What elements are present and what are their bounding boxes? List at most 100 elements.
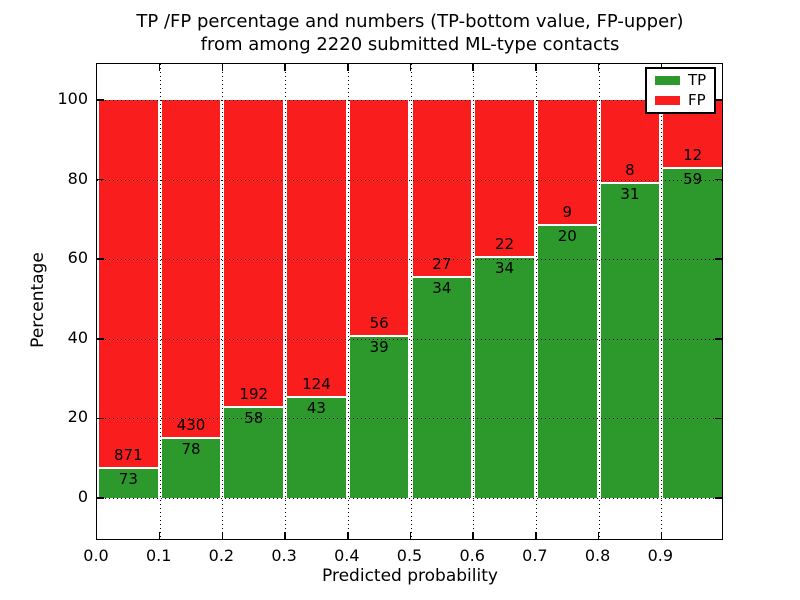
tp-count-label: 43 <box>306 398 326 417</box>
bar-segment-fp <box>287 100 346 396</box>
tp-count-label: 34 <box>494 259 515 278</box>
h-gridline <box>97 498 722 499</box>
x-tick-mark <box>409 532 412 539</box>
x-tick-mark <box>472 64 474 71</box>
x-tick-label: 0.2 <box>208 546 235 565</box>
bar-segment-fp <box>537 100 597 224</box>
v-gridline <box>535 64 537 539</box>
bar-segment-fp <box>475 100 534 257</box>
x-tick-mark <box>158 64 161 71</box>
y-tick-mark <box>715 417 722 420</box>
y-tick-label: 60 <box>67 248 88 268</box>
y-tick-mark <box>97 99 104 101</box>
v-gridline <box>473 64 475 539</box>
x-tick-mark <box>472 532 474 539</box>
chart-title: TP /FP percentage and numbers (TP-bottom… <box>10 10 800 56</box>
plot-area: 871 73 430 78 192 58 124 43 56 39 27 34 22 34 9 20 8 31 12… <box>96 63 723 540</box>
legend-label-tp: TP <box>688 71 707 89</box>
x-tick-mark <box>158 532 161 539</box>
fp-count-label: 22 <box>494 235 515 254</box>
v-gridline <box>222 64 224 539</box>
tp-count-label: 31 <box>620 184 640 203</box>
x-tick-label: 0.7 <box>522 546 548 565</box>
h-gridline <box>97 338 722 340</box>
y-tick-mark <box>715 178 722 181</box>
bar-segment-fp <box>161 100 221 437</box>
h-gridline <box>97 179 722 181</box>
tp-count-label: 34 <box>432 279 452 298</box>
y-tick-mark <box>97 178 104 181</box>
x-tick-mark <box>221 532 224 539</box>
bar-segment-tp <box>287 395 346 498</box>
y-tick-mark <box>715 258 722 260</box>
v-gridline <box>285 64 287 539</box>
fp-count-label: 27 <box>432 255 452 274</box>
x-tick-mark <box>535 64 537 71</box>
chart-title-line2: from among 2220 submitted ML-type contac… <box>200 34 620 55</box>
bar-segment-tp <box>475 256 534 498</box>
x-tick-mark <box>221 64 224 71</box>
x-tick-mark <box>284 532 286 539</box>
tp-count-label: 58 <box>244 408 264 427</box>
y-tick-mark <box>715 338 722 340</box>
bar-segment-tp <box>537 223 597 498</box>
x-tick-mark <box>409 64 412 71</box>
x-tick-mark <box>284 64 286 71</box>
x-tick-mark <box>660 532 663 539</box>
legend-entry-tp: TP <box>655 73 706 88</box>
fp-count-label: 192 <box>239 384 269 403</box>
x-tick-label: 0.6 <box>459 546 485 565</box>
h-gridline <box>97 259 722 261</box>
x-tick-mark <box>535 532 537 539</box>
bar-segment-fp <box>349 100 409 335</box>
x-tick-label: 0.3 <box>271 546 297 565</box>
bar-segment-tp <box>663 167 722 498</box>
y-tick-mark <box>715 497 722 499</box>
x-tick-mark <box>347 64 349 71</box>
y-tick-mark <box>97 258 104 260</box>
y-axis-label: Percentage <box>28 252 48 348</box>
bar-segment-tp <box>412 276 472 498</box>
x-tick-label: 0.1 <box>145 546 172 565</box>
v-gridline <box>661 64 663 539</box>
v-gridline <box>410 64 412 539</box>
x-tick-label: 0.4 <box>334 546 360 565</box>
bar-segment-tp <box>349 334 409 498</box>
tp-count-label: 20 <box>557 226 577 245</box>
x-tick-label: 0.5 <box>396 546 423 565</box>
legend-swatch-tp <box>655 76 680 85</box>
x-tick-label: 0.0 <box>83 546 109 565</box>
x-tick-label: 0.8 <box>584 546 611 565</box>
legend-entry-fp: FP <box>655 93 706 108</box>
tp-count-label: 78 <box>181 439 201 458</box>
bar-segment-fp <box>99 100 158 468</box>
chart-title-line1: TP /FP percentage and numbers (TP-bottom… <box>136 11 684 32</box>
fp-count-label: 56 <box>369 313 389 332</box>
tp-count-label: 73 <box>118 470 138 489</box>
y-tick-mark <box>97 417 104 420</box>
y-tick-label: 0 <box>77 487 88 506</box>
bar-segment-tp <box>224 405 284 498</box>
v-gridline <box>598 64 600 539</box>
fp-count-label: 871 <box>114 446 143 465</box>
y-tick-label: 100 <box>57 89 88 108</box>
bar-segment-fp <box>412 100 472 277</box>
h-gridline <box>97 418 722 420</box>
x-tick-label: 0.9 <box>647 546 674 565</box>
tp-count-label: 59 <box>683 170 703 189</box>
x-tick-mark <box>597 64 600 71</box>
tp-count-label: 39 <box>369 337 389 356</box>
h-gridline <box>97 100 722 101</box>
fp-count-label: 8 <box>625 160 635 179</box>
v-gridline <box>159 64 161 539</box>
fp-count-label: 12 <box>683 146 703 165</box>
legend: TP FP <box>645 67 717 114</box>
y-tick-mark <box>97 338 104 340</box>
y-tick-mark <box>715 99 722 101</box>
y-tick-label: 20 <box>67 407 88 427</box>
x-tick-mark <box>597 532 600 539</box>
v-gridline <box>347 64 349 539</box>
legend-swatch-fp <box>655 96 680 105</box>
y-tick-label: 80 <box>67 168 88 188</box>
